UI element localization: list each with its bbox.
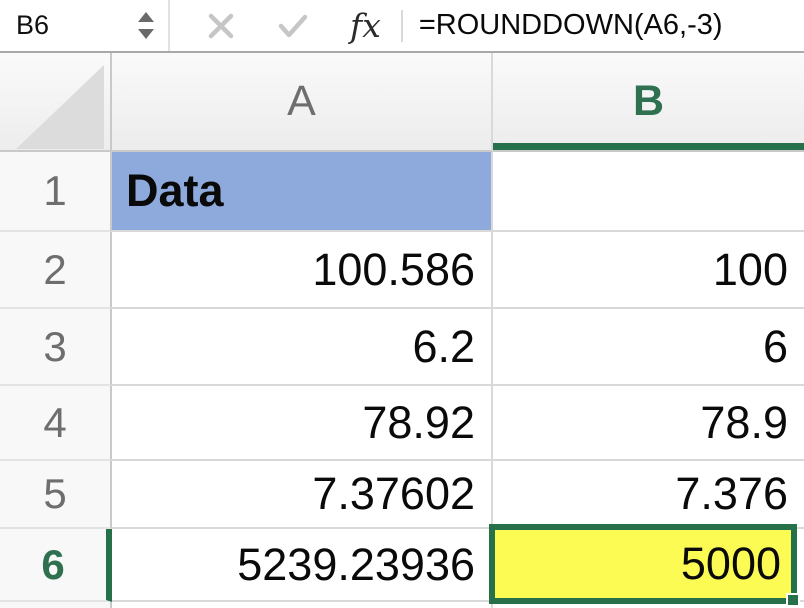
formula-input[interactable]: =ROUNDDOWN(A6,-3) [418, 9, 723, 41]
row-header-4[interactable]: 4 [0, 386, 112, 461]
row-header-3[interactable]: 3 [0, 309, 112, 386]
cell-a3[interactable]: 6.2 [112, 309, 493, 386]
column-header-b-label: B [632, 77, 665, 125]
cell-b7[interactable] [493, 602, 804, 608]
cancel-button[interactable] [208, 13, 234, 39]
cell-b6-selected[interactable]: 5000 [489, 524, 804, 607]
fill-handle[interactable] [786, 593, 800, 607]
cell-a1[interactable]: Data [112, 152, 493, 232]
row-4: 4 78.92 78.9 [0, 386, 804, 461]
selection-border: 5000 [489, 524, 800, 607]
cell-b3[interactable]: 6 [493, 309, 804, 386]
name-box-value: B6 [16, 10, 50, 40]
name-box[interactable]: B6 [0, 0, 170, 51]
cell-b2[interactable]: 100 [493, 232, 804, 309]
row-3: 3 6.2 6 [0, 309, 804, 386]
select-all-button[interactable] [0, 53, 112, 152]
cell-b4[interactable]: 78.9 [493, 386, 804, 461]
row-header-7[interactable] [0, 602, 112, 608]
formula-bar: B6 fx =ROUNDDOWN(A6,-3) [0, 0, 804, 53]
stepper-up-down-icon[interactable] [138, 12, 156, 39]
row-7-partial [0, 602, 804, 608]
insert-function-button[interactable]: fx [350, 9, 381, 42]
column-header-a[interactable]: A [112, 53, 493, 152]
spreadsheet-grid: A B 1 Data 2 100.586 100 3 6.2 6 4 78.92… [0, 53, 804, 608]
stepper-up-icon[interactable] [138, 12, 154, 22]
select-all-triangle-icon [16, 65, 104, 149]
cell-b5[interactable]: 7.376 [493, 461, 804, 529]
cell-b1[interactable] [493, 152, 804, 232]
accept-button[interactable] [278, 14, 308, 38]
row-header-2[interactable]: 2 [0, 232, 112, 309]
column-header-row: A B [0, 53, 804, 152]
stepper-down-icon[interactable] [138, 29, 154, 39]
row-5: 5 7.37602 7.376 [0, 461, 804, 529]
x-icon [208, 13, 234, 38]
column-header-b[interactable]: B [493, 53, 804, 152]
formula-bar-divider [400, 9, 403, 42]
cell-b6-value: 5000 [680, 538, 781, 589]
row-header-5[interactable]: 5 [0, 461, 112, 529]
cell-a4[interactable]: 78.92 [112, 386, 493, 461]
check-icon [278, 14, 308, 37]
cell-a6[interactable]: 5239.23936 [112, 529, 493, 602]
row-header-1[interactable]: 1 [0, 152, 112, 232]
row-1: 1 Data [0, 152, 804, 232]
row-2: 2 100.586 100 [0, 232, 804, 309]
fx-icon: fx [350, 6, 381, 45]
row-6: 6 5239.23936 5000 [0, 524, 804, 607]
cell-a2[interactable]: 100.586 [112, 232, 493, 309]
cell-a5[interactable]: 7.37602 [112, 461, 493, 529]
column-header-a-label: A [287, 77, 316, 125]
cell-a7[interactable] [112, 602, 493, 608]
formula-bar-buttons: fx =ROUNDDOWN(A6,-3) [170, 0, 723, 51]
row-header-6[interactable]: 6 [0, 529, 112, 602]
